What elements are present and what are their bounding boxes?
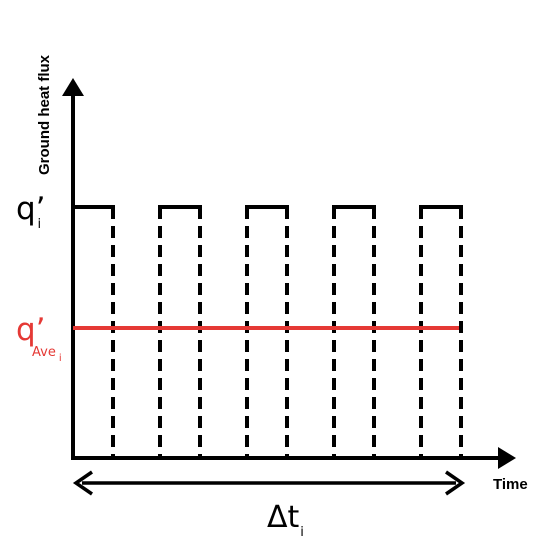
interval-label: Δti <box>267 500 304 540</box>
average-flux-label: q’ <box>16 312 46 348</box>
average-flux-subscript-text: Ave <box>32 345 56 360</box>
y-axis <box>62 78 84 458</box>
peak-flux-label-subscript: i <box>38 217 42 232</box>
peak-flux-label-main: q’ <box>16 191 46 227</box>
interval-label-subscript: i <box>300 525 304 540</box>
x-axis-title: Time <box>493 476 528 493</box>
x-axis-arrowhead-icon <box>498 447 516 469</box>
average-flux-sub-subscript: i <box>59 353 62 364</box>
average-flux-label-main: q’ <box>16 312 46 348</box>
pulse-train <box>71 205 463 458</box>
interval-label-main: Δt <box>267 500 300 535</box>
peak-flux-label: q’i <box>16 191 46 232</box>
y-axis-title: Ground heat flux <box>36 54 53 175</box>
x-axis <box>71 447 516 469</box>
average-flux-label-subscript: Ave i <box>32 345 62 364</box>
interval-double-arrow <box>72 470 466 496</box>
right-arrowhead-icon <box>445 470 466 496</box>
y-axis-arrowhead-icon <box>62 78 84 96</box>
left-arrowhead-icon <box>72 470 93 496</box>
